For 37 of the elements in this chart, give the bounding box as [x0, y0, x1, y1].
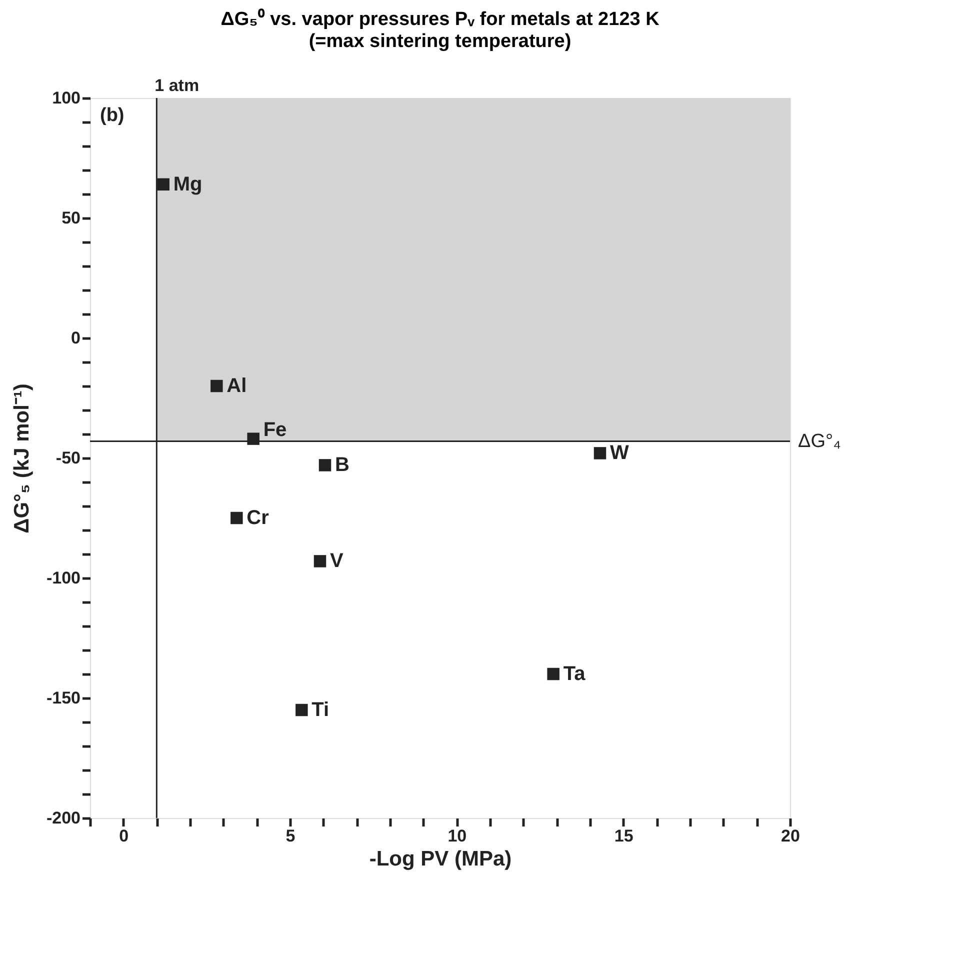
- y-axis-title: ΔG°₅ (kJ mol⁻¹): [10, 384, 34, 534]
- series-label: Fe: [263, 419, 287, 442]
- point: [210, 380, 223, 392]
- point: [547, 668, 560, 680]
- point: [157, 178, 170, 191]
- y-tick-label: -50: [56, 448, 80, 468]
- point: [230, 512, 243, 524]
- series-label: Ti: [312, 699, 330, 721]
- x-tick-label: 20: [781, 826, 800, 846]
- x-tick-label: 0: [119, 826, 129, 846]
- point: [314, 555, 326, 568]
- series-label: W: [610, 442, 629, 464]
- series-label: V: [330, 550, 344, 572]
- annotation: (b): [100, 105, 124, 126]
- point: [247, 432, 260, 445]
- series-label: Al: [226, 375, 247, 397]
- chart-title: ΔG₅⁰ vs. vapor pressures Pᵥ for metals at 2123 K: [220, 8, 660, 30]
- y-tick-label: 100: [52, 88, 80, 108]
- y-tick-label: -100: [46, 568, 80, 588]
- x-tick-label: 5: [286, 826, 296, 846]
- point: [318, 459, 332, 472]
- series-label: Ta: [563, 663, 586, 685]
- y-tick-label: 50: [62, 208, 80, 228]
- ref-line-label: 1 atm: [154, 76, 200, 95]
- x-tick-label: 10: [448, 826, 467, 846]
- point: [594, 447, 606, 460]
- series-label: Mg: [173, 173, 202, 196]
- series-label: B: [335, 454, 350, 476]
- ref-line-label: ΔG°₄: [798, 431, 842, 452]
- y-tick-label: -150: [46, 688, 80, 708]
- y-tick-label: 0: [71, 328, 80, 348]
- y-tick-label: -200: [46, 808, 80, 828]
- chart-subtitle: (=max sintering temperature): [308, 31, 572, 52]
- x-tick-label: 15: [614, 826, 634, 846]
- series-label: Cr: [246, 507, 270, 529]
- x-axis-title: -Log PV (MPa): [369, 848, 512, 870]
- point: [296, 704, 308, 716]
